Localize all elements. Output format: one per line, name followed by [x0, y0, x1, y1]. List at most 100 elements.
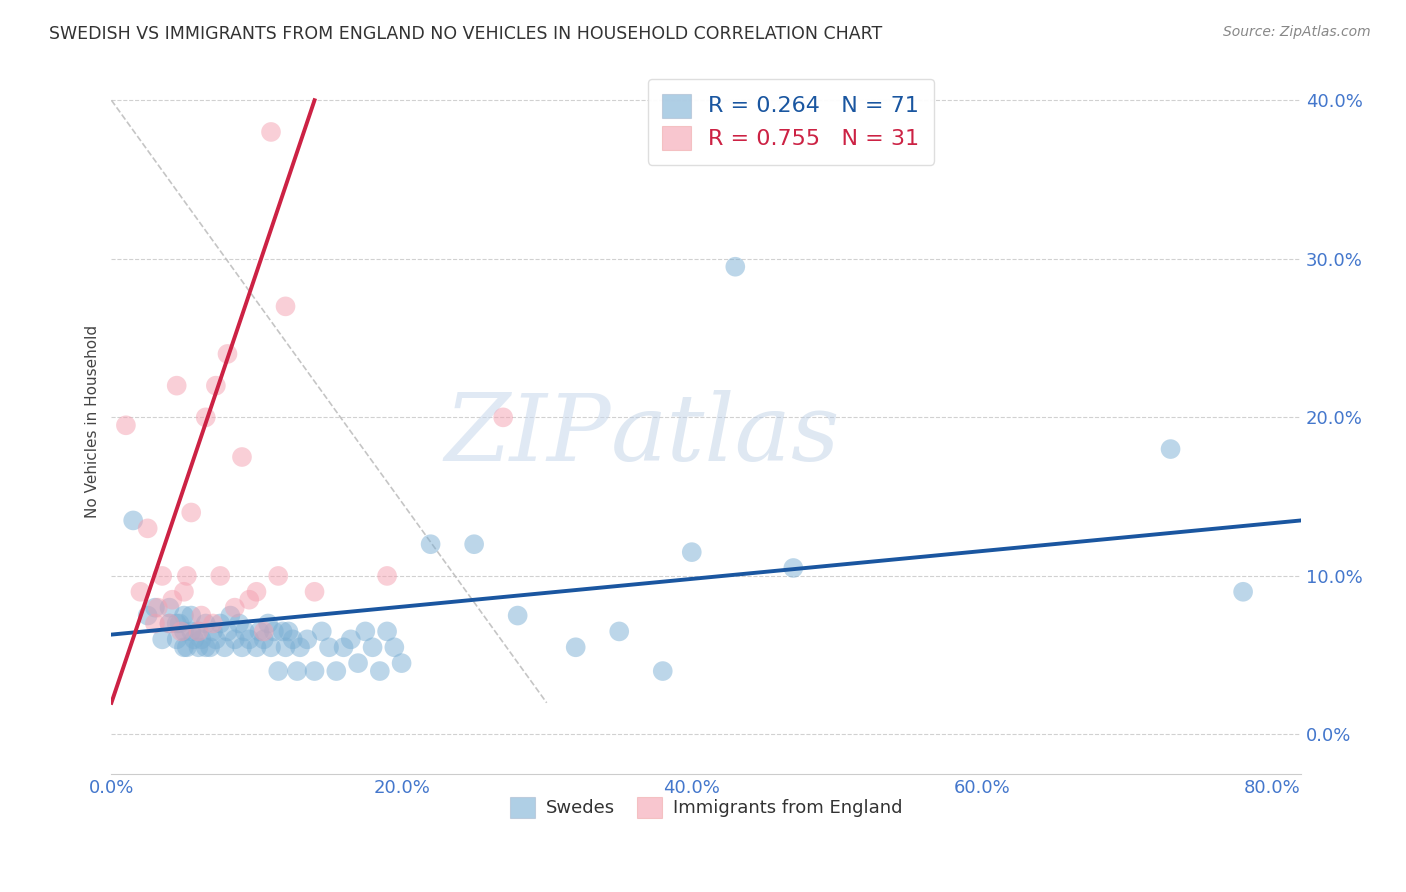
Point — [159, 616, 181, 631]
Point — [187, 640, 209, 655]
Point — [198, 640, 221, 655]
Point — [492, 410, 515, 425]
Point — [231, 640, 253, 655]
Point — [217, 347, 239, 361]
Point — [209, 616, 232, 631]
Point — [681, 545, 703, 559]
Point — [190, 608, 212, 623]
Y-axis label: No Vehicles in Household: No Vehicles in Household — [86, 325, 100, 518]
Text: SWEDISH VS IMMIGRANTS FROM ENGLAND NO VEHICLES IN HOUSEHOLD CORRELATION CHART: SWEDISH VS IMMIGRANTS FROM ENGLAND NO VE… — [49, 25, 883, 43]
Point — [271, 624, 294, 639]
Point — [375, 569, 398, 583]
Point — [297, 632, 319, 647]
Point — [159, 616, 181, 631]
Point — [253, 632, 276, 647]
Point — [724, 260, 747, 274]
Point — [187, 624, 209, 639]
Point — [180, 608, 202, 623]
Point — [247, 624, 270, 639]
Point — [288, 640, 311, 655]
Point — [375, 624, 398, 639]
Point — [325, 664, 347, 678]
Point — [233, 624, 256, 639]
Point — [187, 624, 209, 639]
Point — [1232, 584, 1254, 599]
Point — [318, 640, 340, 655]
Point — [354, 624, 377, 639]
Point — [166, 616, 188, 631]
Point — [136, 608, 159, 623]
Point — [347, 656, 370, 670]
Point — [228, 616, 250, 631]
Point — [285, 664, 308, 678]
Point — [194, 640, 217, 655]
Point — [136, 521, 159, 535]
Point — [253, 624, 276, 639]
Point — [224, 600, 246, 615]
Point — [143, 616, 166, 631]
Point — [180, 624, 202, 639]
Point — [159, 600, 181, 615]
Point — [1160, 442, 1182, 456]
Point — [274, 640, 297, 655]
Point — [214, 640, 236, 655]
Point — [340, 632, 363, 647]
Point — [277, 624, 299, 639]
Point — [368, 664, 391, 678]
Point — [238, 632, 260, 647]
Point — [304, 664, 326, 678]
Point — [245, 640, 267, 655]
Point — [267, 569, 290, 583]
Point — [201, 616, 224, 631]
Point — [194, 410, 217, 425]
Point — [260, 640, 283, 655]
Point — [150, 569, 173, 583]
Point — [245, 584, 267, 599]
Point — [115, 418, 138, 433]
Point — [217, 624, 239, 639]
Point — [607, 624, 630, 639]
Point — [382, 640, 405, 655]
Point — [361, 640, 384, 655]
Text: Source: ZipAtlas.com: Source: ZipAtlas.com — [1223, 25, 1371, 39]
Point — [391, 656, 413, 670]
Text: atlas: atlas — [612, 391, 841, 481]
Point — [419, 537, 441, 551]
Point — [651, 664, 673, 678]
Point — [782, 561, 804, 575]
Point — [274, 299, 297, 313]
Point — [304, 584, 326, 599]
Point — [170, 624, 193, 639]
Point — [205, 378, 228, 392]
Point — [146, 600, 169, 615]
Point — [173, 584, 195, 599]
Point — [190, 632, 212, 647]
Text: ZIP: ZIP — [444, 391, 612, 481]
Point — [173, 624, 195, 639]
Point — [176, 569, 198, 583]
Point — [150, 632, 173, 647]
Point — [260, 125, 283, 139]
Point — [231, 450, 253, 464]
Point — [219, 608, 242, 623]
Point — [143, 600, 166, 615]
Point — [257, 616, 280, 631]
Point — [169, 616, 191, 631]
Point — [209, 569, 232, 583]
Point — [176, 640, 198, 655]
Point — [162, 592, 184, 607]
Point — [224, 632, 246, 647]
Point — [564, 640, 586, 655]
Point — [311, 624, 333, 639]
Point — [238, 592, 260, 607]
Point — [129, 584, 152, 599]
Point — [205, 632, 228, 647]
Point — [122, 513, 145, 527]
Point — [173, 640, 195, 655]
Point — [463, 537, 485, 551]
Point — [173, 608, 195, 623]
Point — [332, 640, 354, 655]
Point — [194, 616, 217, 631]
Point — [267, 664, 290, 678]
Point — [166, 632, 188, 647]
